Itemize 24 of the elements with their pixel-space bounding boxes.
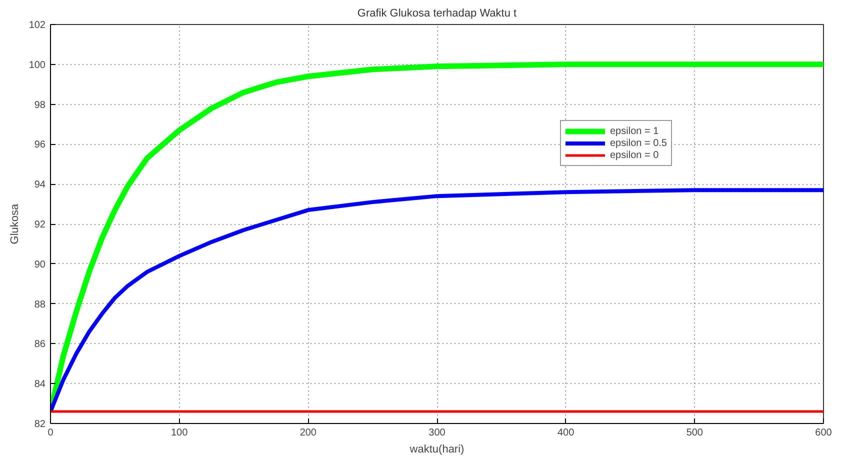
y-tick-label: 96 bbox=[34, 140, 46, 151]
x-tick-label: 100 bbox=[170, 428, 188, 438]
y-tick-label: 100 bbox=[28, 60, 46, 71]
legend-label: epsilon = 0.5 bbox=[610, 137, 667, 149]
legend-label: epsilon = 1 bbox=[610, 125, 659, 137]
y-tick-label: 86 bbox=[34, 339, 46, 350]
y-tick-label: 94 bbox=[34, 180, 46, 191]
y-tick-label: 102 bbox=[28, 20, 46, 31]
x-tick-label: 300 bbox=[428, 428, 446, 438]
x-tick-label: 500 bbox=[686, 428, 704, 438]
y-tick-label: 88 bbox=[34, 299, 46, 310]
x-tick-label: 400 bbox=[557, 428, 575, 438]
x-tick-label: 200 bbox=[300, 428, 317, 438]
y-tick-label: 98 bbox=[34, 100, 46, 111]
y-axis-title: Glukosa bbox=[8, 202, 21, 244]
y-tick-label: 84 bbox=[34, 379, 46, 390]
chart-title: Grafik Glukosa terhadap Waktu t bbox=[357, 8, 517, 20]
legend-label: epsilon = 0 bbox=[610, 149, 659, 161]
y-tick-label: 82 bbox=[34, 419, 46, 430]
x-axis-title: waktu(hari) bbox=[408, 444, 464, 456]
x-tick-label: 600 bbox=[815, 428, 832, 438]
y-tick-label: 92 bbox=[34, 220, 46, 230]
y-tick-label: 90 bbox=[34, 259, 46, 270]
x-tick-label: 0 bbox=[48, 428, 54, 438]
